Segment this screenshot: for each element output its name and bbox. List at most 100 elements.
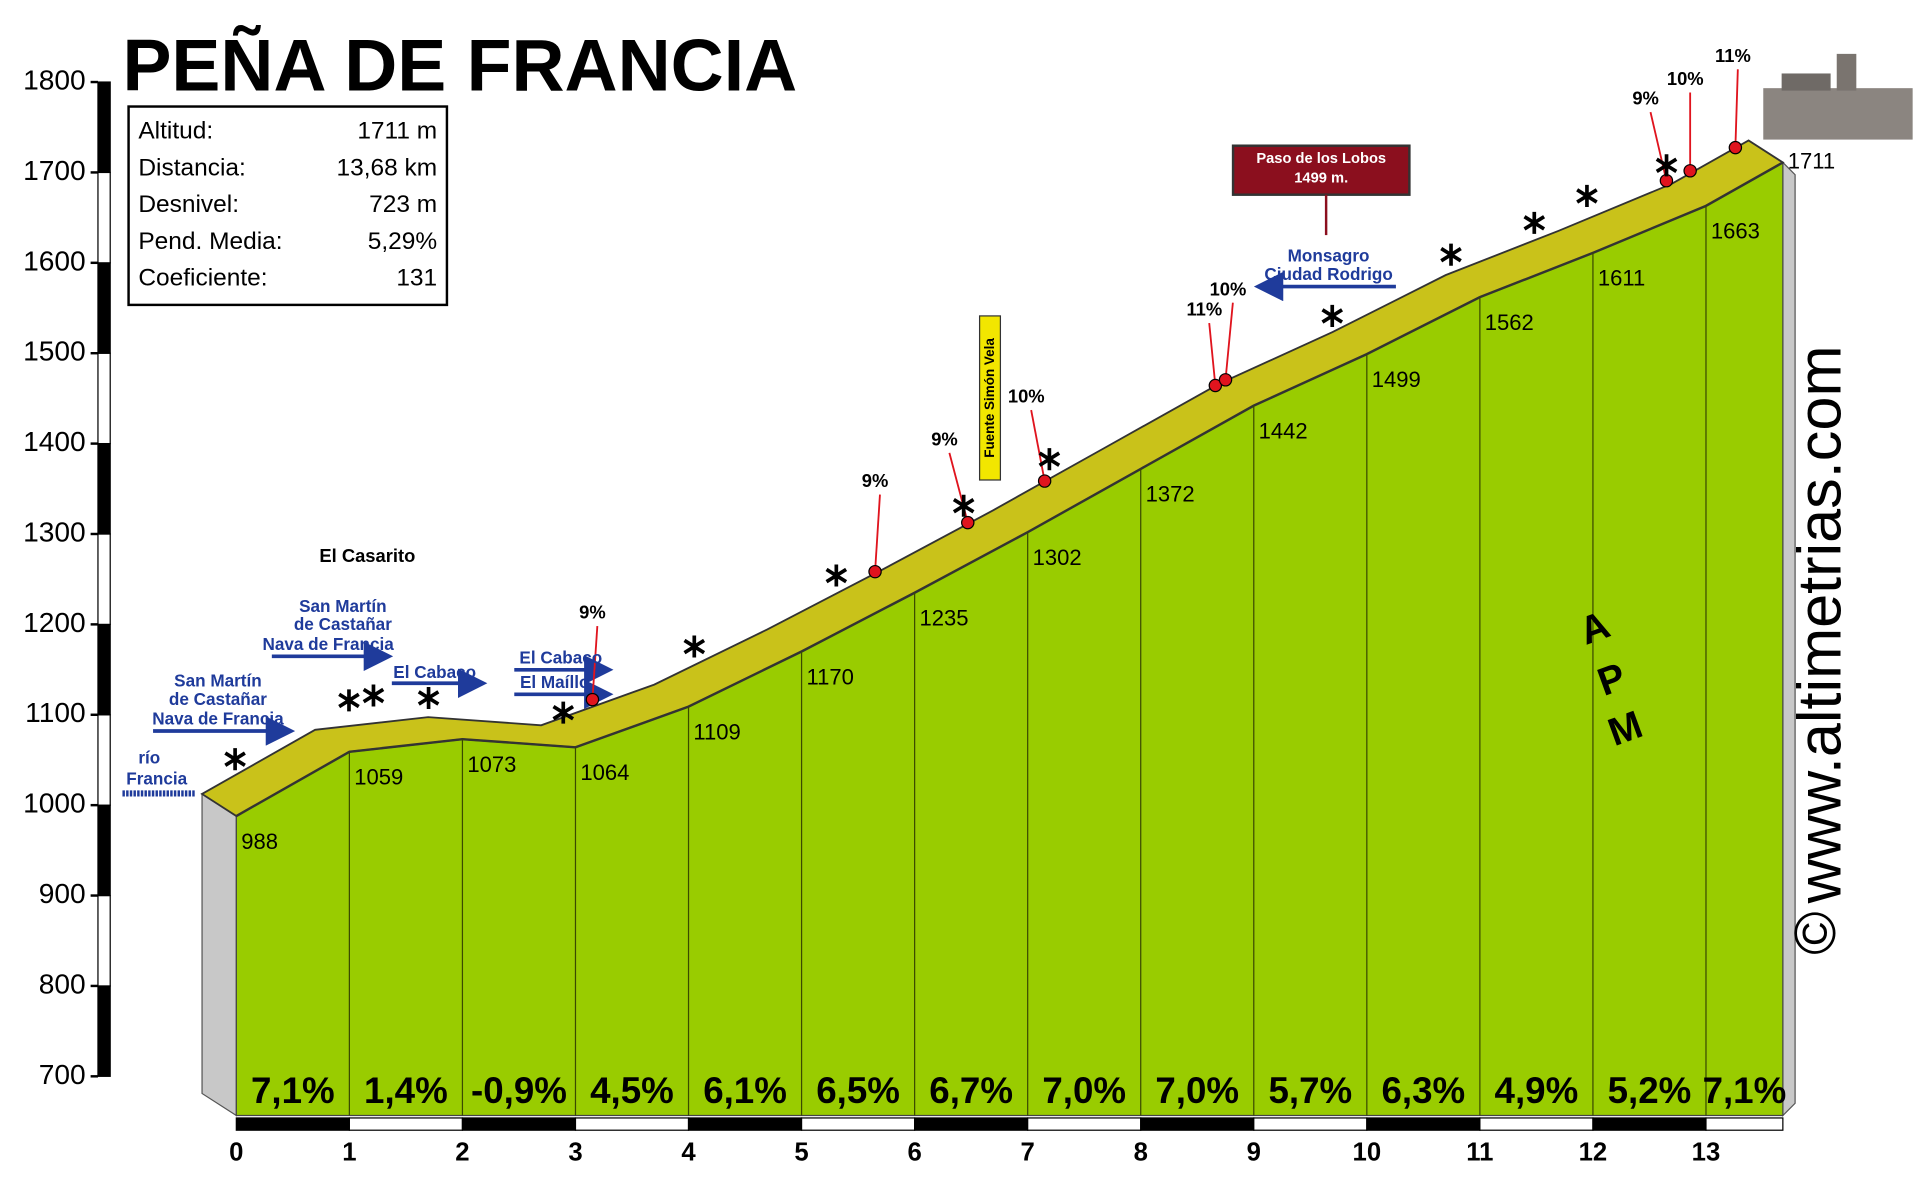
asterisk-icon [1440, 243, 1462, 266]
axis-stripe [97, 985, 111, 1077]
asterisk-icon [362, 684, 385, 707]
asterisk-icon [1038, 448, 1061, 471]
steep-label: 10% [1008, 386, 1045, 407]
annotation: de Castañar [294, 614, 392, 634]
info-label: Pend. Media: [138, 228, 282, 255]
segment-bar [800, 1117, 916, 1131]
asterisk-icon [1655, 154, 1678, 177]
elevation-label: 1499 [1372, 367, 1421, 392]
steep-point [1208, 378, 1223, 393]
elevation-label: 1059 [354, 765, 403, 790]
y-tick-label: 1500 [23, 336, 86, 367]
axis-stripe [97, 81, 111, 174]
segment-bar [1253, 1117, 1368, 1131]
segment-label: 5,2% [1608, 1070, 1692, 1111]
steep-point [1037, 474, 1052, 488]
steep-label: 9% [862, 470, 889, 491]
steep-pointer [591, 626, 599, 700]
x-tick-label: 7 [1021, 1138, 1035, 1166]
x-tick-label: 10 [1353, 1138, 1382, 1166]
asterisk-icon [1576, 184, 1598, 207]
profile-area [235, 161, 1784, 1117]
axis-stripe [97, 352, 111, 445]
x-tick-label: 4 [681, 1138, 696, 1166]
x-tick-label: 12 [1579, 1138, 1608, 1166]
annotation: Nava de Francia [152, 709, 284, 729]
segment-bar [1479, 1117, 1594, 1131]
elevation-label: 1170 [806, 664, 853, 689]
annotation: Monsagro [1288, 246, 1370, 266]
steep-point [1659, 173, 1674, 188]
side-face [201, 792, 237, 1117]
steep-point [961, 515, 975, 530]
elevation-label: 1235 [920, 606, 969, 631]
segment-label: 6,5% [816, 1070, 900, 1111]
y-tick-label: 1200 [23, 607, 86, 638]
steep-label: 9% [1632, 88, 1659, 109]
elevation-label: 1562 [1485, 310, 1534, 335]
y-tick-label: 700 [39, 1059, 86, 1090]
annotation: El Cabaco [519, 647, 602, 667]
steep-pointer [1030, 409, 1046, 482]
asterisk-icon [825, 564, 848, 587]
segment-label: 1,4% [364, 1070, 448, 1111]
annotation: Nava de Francia [262, 634, 394, 654]
x-tick-label: 11 [1466, 1138, 1493, 1166]
segment-bar [574, 1117, 690, 1131]
asterisk-icon [683, 635, 706, 658]
annotation: San Martín [299, 596, 387, 616]
elevation-label: 988 [241, 829, 278, 854]
elevation-label: 1663 [1711, 219, 1760, 244]
axis-stripe [97, 623, 111, 716]
segment-label: 6,7% [929, 1070, 1013, 1111]
segment-bar [1592, 1117, 1707, 1131]
info-label: Coeficiente: [138, 265, 267, 292]
segment-bar [1027, 1117, 1142, 1131]
segment-bar [235, 1117, 350, 1131]
segment-label: 7,0% [1042, 1070, 1126, 1111]
watermark: www.altimetrias.com [1786, 346, 1854, 905]
segment-label: 7,1% [251, 1070, 335, 1111]
asterisk-icon [1321, 304, 1344, 327]
axis-stripe [97, 804, 111, 897]
segment-bar [461, 1117, 577, 1131]
x-tick-label: 8 [1134, 1138, 1148, 1166]
x-tick-label: 9 [1247, 1138, 1261, 1166]
y-tick-label: 1700 [23, 155, 86, 186]
asterisk-icon [224, 748, 246, 771]
asterisk-icon [952, 494, 975, 517]
x-tick-label: 13 [1692, 1138, 1721, 1166]
y-tick-label: 1600 [23, 245, 86, 276]
elevation-label: 1302 [1033, 545, 1082, 570]
y-tick-label: 1000 [23, 788, 86, 819]
segment-label: 6,1% [703, 1070, 787, 1111]
steep-pointer [1224, 302, 1234, 380]
segment-bar [1140, 1117, 1255, 1131]
steep-point [585, 692, 600, 707]
pass-box [1231, 144, 1411, 196]
steep-point [1728, 140, 1743, 155]
x-tick-label: 2 [455, 1138, 469, 1166]
segment-label: -0,9% [471, 1070, 567, 1111]
elevation-label: 1442 [1259, 418, 1308, 443]
axis-stripe [97, 533, 111, 625]
segment-bar [1705, 1117, 1784, 1131]
elevation-label: 1073 [467, 752, 516, 777]
axis-stripe [97, 442, 111, 535]
x-tick-label: 3 [568, 1138, 582, 1166]
info-value: 5,29% [368, 228, 437, 255]
y-tick-label: 1800 [23, 64, 86, 95]
steep-point [1683, 164, 1697, 178]
x-tick-label: 0 [229, 1138, 243, 1166]
castle [1763, 53, 1913, 140]
chart-title: PEÑA DE FRANCIA [122, 23, 797, 106]
segment-label: 6,3% [1382, 1070, 1466, 1111]
elevation-label: 1611 [1598, 266, 1645, 291]
steep-label: 9% [931, 428, 958, 449]
asterisk-icon [552, 701, 575, 724]
info-label: Desnivel: [138, 191, 239, 218]
x-tick-label: 1 [342, 1138, 356, 1166]
segment-label: 4,9% [1495, 1070, 1579, 1111]
axis-stripe [97, 894, 111, 987]
